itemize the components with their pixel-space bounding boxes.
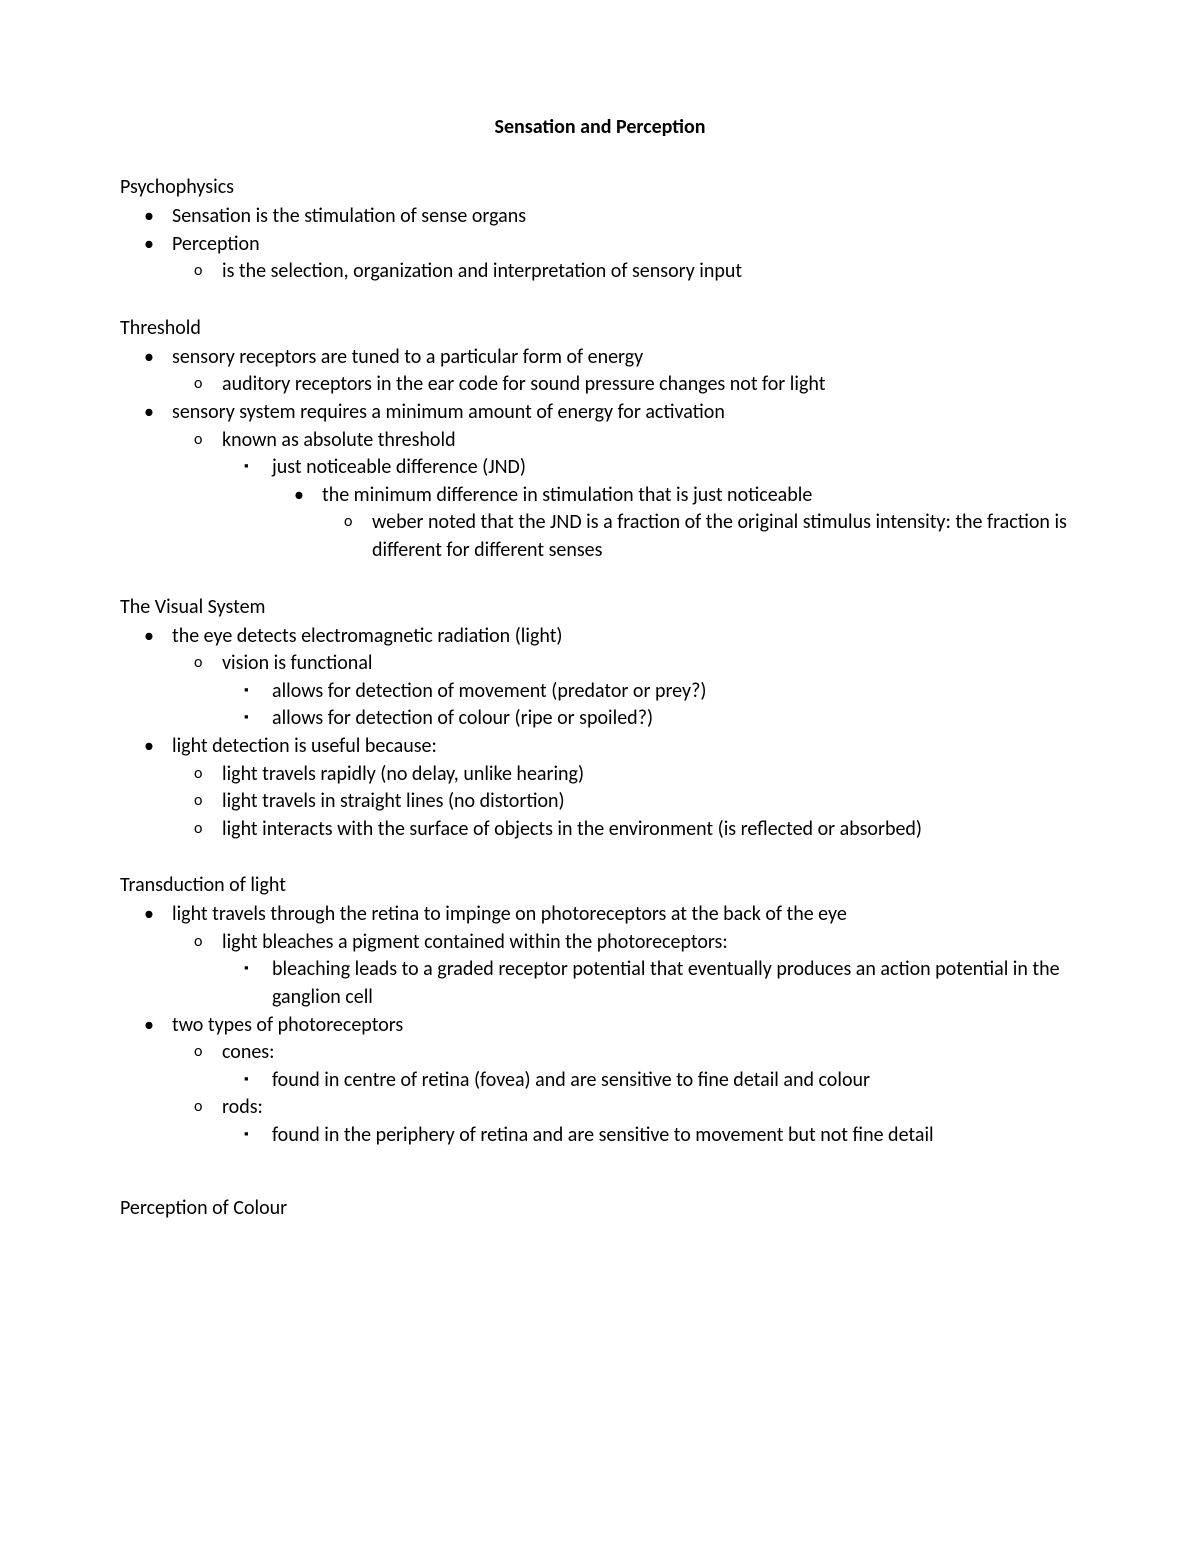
section-heading: Threshold bbox=[120, 316, 1080, 340]
bullet-list: vision is functional allows for detectio… bbox=[172, 650, 1080, 733]
bullet-list: found in centre of retina (fovea) and ar… bbox=[222, 1067, 1080, 1095]
bullet-list: the minimum difference in stimulation th… bbox=[272, 482, 1080, 565]
bullet-list: light travels through the retina to impi… bbox=[120, 901, 1080, 1149]
section-transduction: Transduction of light light travels thro… bbox=[120, 873, 1080, 1149]
document-page: Sensation and Perception Psychophysics S… bbox=[0, 0, 1200, 1553]
list-item: found in the periphery of retina and are… bbox=[272, 1122, 1080, 1150]
list-item-text: cones: bbox=[222, 1040, 274, 1064]
list-item: Sensation is the stimulation of sense or… bbox=[172, 203, 1080, 231]
list-item: found in centre of retina (fovea) and ar… bbox=[272, 1067, 1080, 1095]
list-item: sensory receptors are tuned to a particu… bbox=[172, 344, 1080, 399]
list-item-text: just noticeable difference (JND) bbox=[272, 455, 526, 479]
list-item: weber noted that the JND is a fraction o… bbox=[372, 509, 1080, 564]
list-item-text: light bleaches a pigment contained withi… bbox=[222, 930, 728, 954]
bullet-list: cones: found in centre of retina (fovea)… bbox=[172, 1039, 1080, 1149]
bullet-list: Sensation is the stimulation of sense or… bbox=[120, 203, 1080, 286]
list-item: allows for detection of movement (predat… bbox=[272, 678, 1080, 706]
bullet-list: weber noted that the JND is a fraction o… bbox=[322, 509, 1080, 564]
list-item: light travels rapidly (no delay, unlike … bbox=[222, 761, 1080, 789]
list-item-text: light travels through the retina to impi… bbox=[172, 902, 847, 926]
list-item: two types of photoreceptors cones: found… bbox=[172, 1012, 1080, 1150]
list-item: light interacts with the surface of obje… bbox=[222, 816, 1080, 844]
list-item-text: the eye detects electromagnetic radiatio… bbox=[172, 624, 562, 648]
list-item-text: two types of photoreceptors bbox=[172, 1013, 403, 1037]
list-item: is the selection, organization and inter… bbox=[222, 258, 1080, 286]
list-item: cones: found in centre of retina (fovea)… bbox=[222, 1039, 1080, 1094]
section-colour: Perception of Colour bbox=[120, 1196, 1080, 1220]
list-item: bleaching leads to a graded receptor pot… bbox=[272, 956, 1080, 1011]
bullet-list: bleaching leads to a graded receptor pot… bbox=[222, 956, 1080, 1011]
section-heading: Perception of Colour bbox=[120, 1196, 1080, 1220]
list-item: sensory system requires a minimum amount… bbox=[172, 399, 1080, 565]
bullet-list: the eye detects electromagnetic radiatio… bbox=[120, 623, 1080, 844]
list-item-text: the minimum difference in stimulation th… bbox=[322, 483, 812, 507]
list-item: light travels through the retina to impi… bbox=[172, 901, 1080, 1011]
list-item: light detection is useful because: light… bbox=[172, 733, 1080, 843]
list-item: light travels in straight lines (no dist… bbox=[222, 788, 1080, 816]
list-item-text: rods: bbox=[222, 1095, 263, 1119]
list-item-text: Perception bbox=[172, 232, 260, 256]
list-item-text: vision is functional bbox=[222, 651, 373, 675]
list-item: the eye detects electromagnetic radiatio… bbox=[172, 623, 1080, 733]
list-item: just noticeable difference (JND) the min… bbox=[272, 454, 1080, 564]
list-item-text: light detection is useful because: bbox=[172, 734, 437, 758]
list-item-text: known as absolute threshold bbox=[222, 428, 456, 452]
bullet-list: is the selection, organization and inter… bbox=[172, 258, 1080, 286]
list-item-text: sensory system requires a minimum amount… bbox=[172, 400, 725, 424]
list-item: Perception is the selection, organizatio… bbox=[172, 231, 1080, 286]
list-item-text: sensory receptors are tuned to a particu… bbox=[172, 345, 643, 369]
section-heading: Transduction of light bbox=[120, 873, 1080, 897]
section-threshold: Threshold sensory receptors are tuned to… bbox=[120, 316, 1080, 565]
bullet-list: allows for detection of movement (predat… bbox=[222, 678, 1080, 733]
section-psychophysics: Psychophysics Sensation is the stimulati… bbox=[120, 175, 1080, 286]
bullet-list: auditory receptors in the ear code for s… bbox=[172, 371, 1080, 399]
section-visual-system: The Visual System the eye detects electr… bbox=[120, 595, 1080, 844]
bullet-list: light bleaches a pigment contained withi… bbox=[172, 929, 1080, 1012]
bullet-list: just noticeable difference (JND) the min… bbox=[222, 454, 1080, 564]
bullet-list: found in the periphery of retina and are… bbox=[222, 1122, 1080, 1150]
list-item: the minimum difference in stimulation th… bbox=[322, 482, 1080, 565]
list-item: known as absolute threshold just noticea… bbox=[222, 427, 1080, 565]
bullet-list: light travels rapidly (no delay, unlike … bbox=[172, 761, 1080, 844]
list-item: light bleaches a pigment contained withi… bbox=[222, 929, 1080, 1012]
bullet-list: known as absolute threshold just noticea… bbox=[172, 427, 1080, 565]
list-item: vision is functional allows for detectio… bbox=[222, 650, 1080, 733]
list-item: auditory receptors in the ear code for s… bbox=[222, 371, 1080, 399]
list-item: rods: found in the periphery of retina a… bbox=[222, 1094, 1080, 1149]
section-heading: The Visual System bbox=[120, 595, 1080, 619]
page-title: Sensation and Perception bbox=[120, 115, 1080, 139]
section-heading: Psychophysics bbox=[120, 175, 1080, 199]
bullet-list: sensory receptors are tuned to a particu… bbox=[120, 344, 1080, 565]
list-item: allows for detection of colour (ripe or … bbox=[272, 705, 1080, 733]
